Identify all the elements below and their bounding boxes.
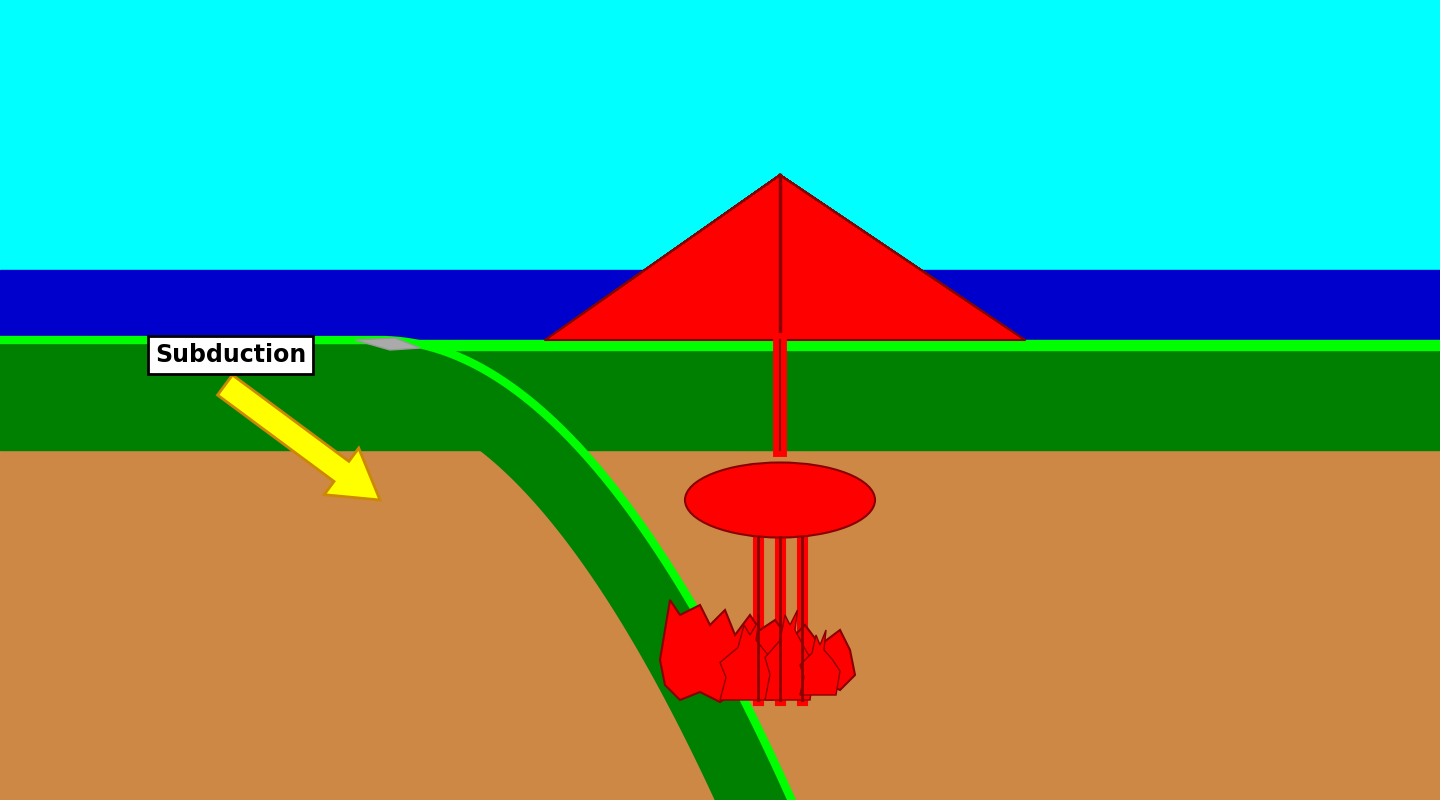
Polygon shape <box>801 630 840 695</box>
Polygon shape <box>720 620 780 700</box>
Polygon shape <box>0 340 850 800</box>
Polygon shape <box>765 610 815 700</box>
Bar <box>0 270 1440 345</box>
Text: Subduction: Subduction <box>156 343 307 367</box>
Polygon shape <box>660 600 855 702</box>
FancyArrow shape <box>217 375 380 500</box>
Ellipse shape <box>685 462 876 538</box>
Bar <box>0 445 1440 800</box>
Bar <box>0 340 1440 350</box>
Polygon shape <box>356 338 420 350</box>
Polygon shape <box>544 175 1025 340</box>
Bar <box>0 345 1440 450</box>
